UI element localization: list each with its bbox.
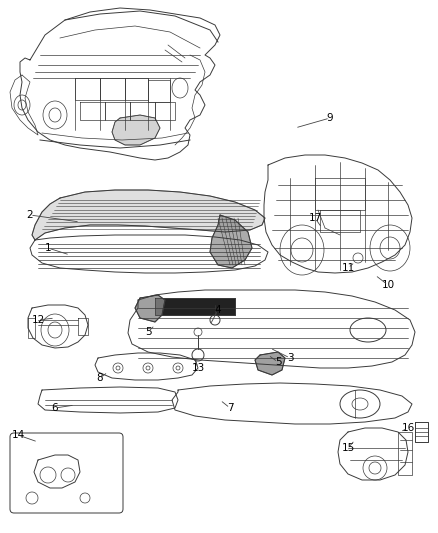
Text: 14: 14 [11, 430, 25, 440]
Text: 7: 7 [227, 403, 233, 413]
Text: 13: 13 [191, 363, 205, 373]
Text: 5: 5 [275, 357, 281, 367]
Text: 12: 12 [32, 315, 45, 325]
Text: 16: 16 [401, 423, 415, 433]
Text: 17: 17 [308, 213, 321, 223]
Text: 1: 1 [45, 243, 51, 253]
Text: 4: 4 [215, 305, 221, 315]
Polygon shape [255, 352, 285, 375]
Text: 5: 5 [145, 327, 151, 337]
Polygon shape [135, 295, 165, 322]
Text: 15: 15 [341, 443, 355, 453]
Polygon shape [210, 215, 252, 268]
Text: 9: 9 [327, 113, 333, 123]
Text: 8: 8 [97, 373, 103, 383]
Text: 2: 2 [27, 210, 33, 220]
Polygon shape [112, 115, 160, 145]
Polygon shape [32, 190, 265, 240]
Text: 3: 3 [287, 353, 293, 363]
Polygon shape [155, 298, 235, 315]
Text: 6: 6 [52, 403, 58, 413]
Text: 11: 11 [341, 263, 355, 273]
Text: 10: 10 [381, 280, 395, 290]
